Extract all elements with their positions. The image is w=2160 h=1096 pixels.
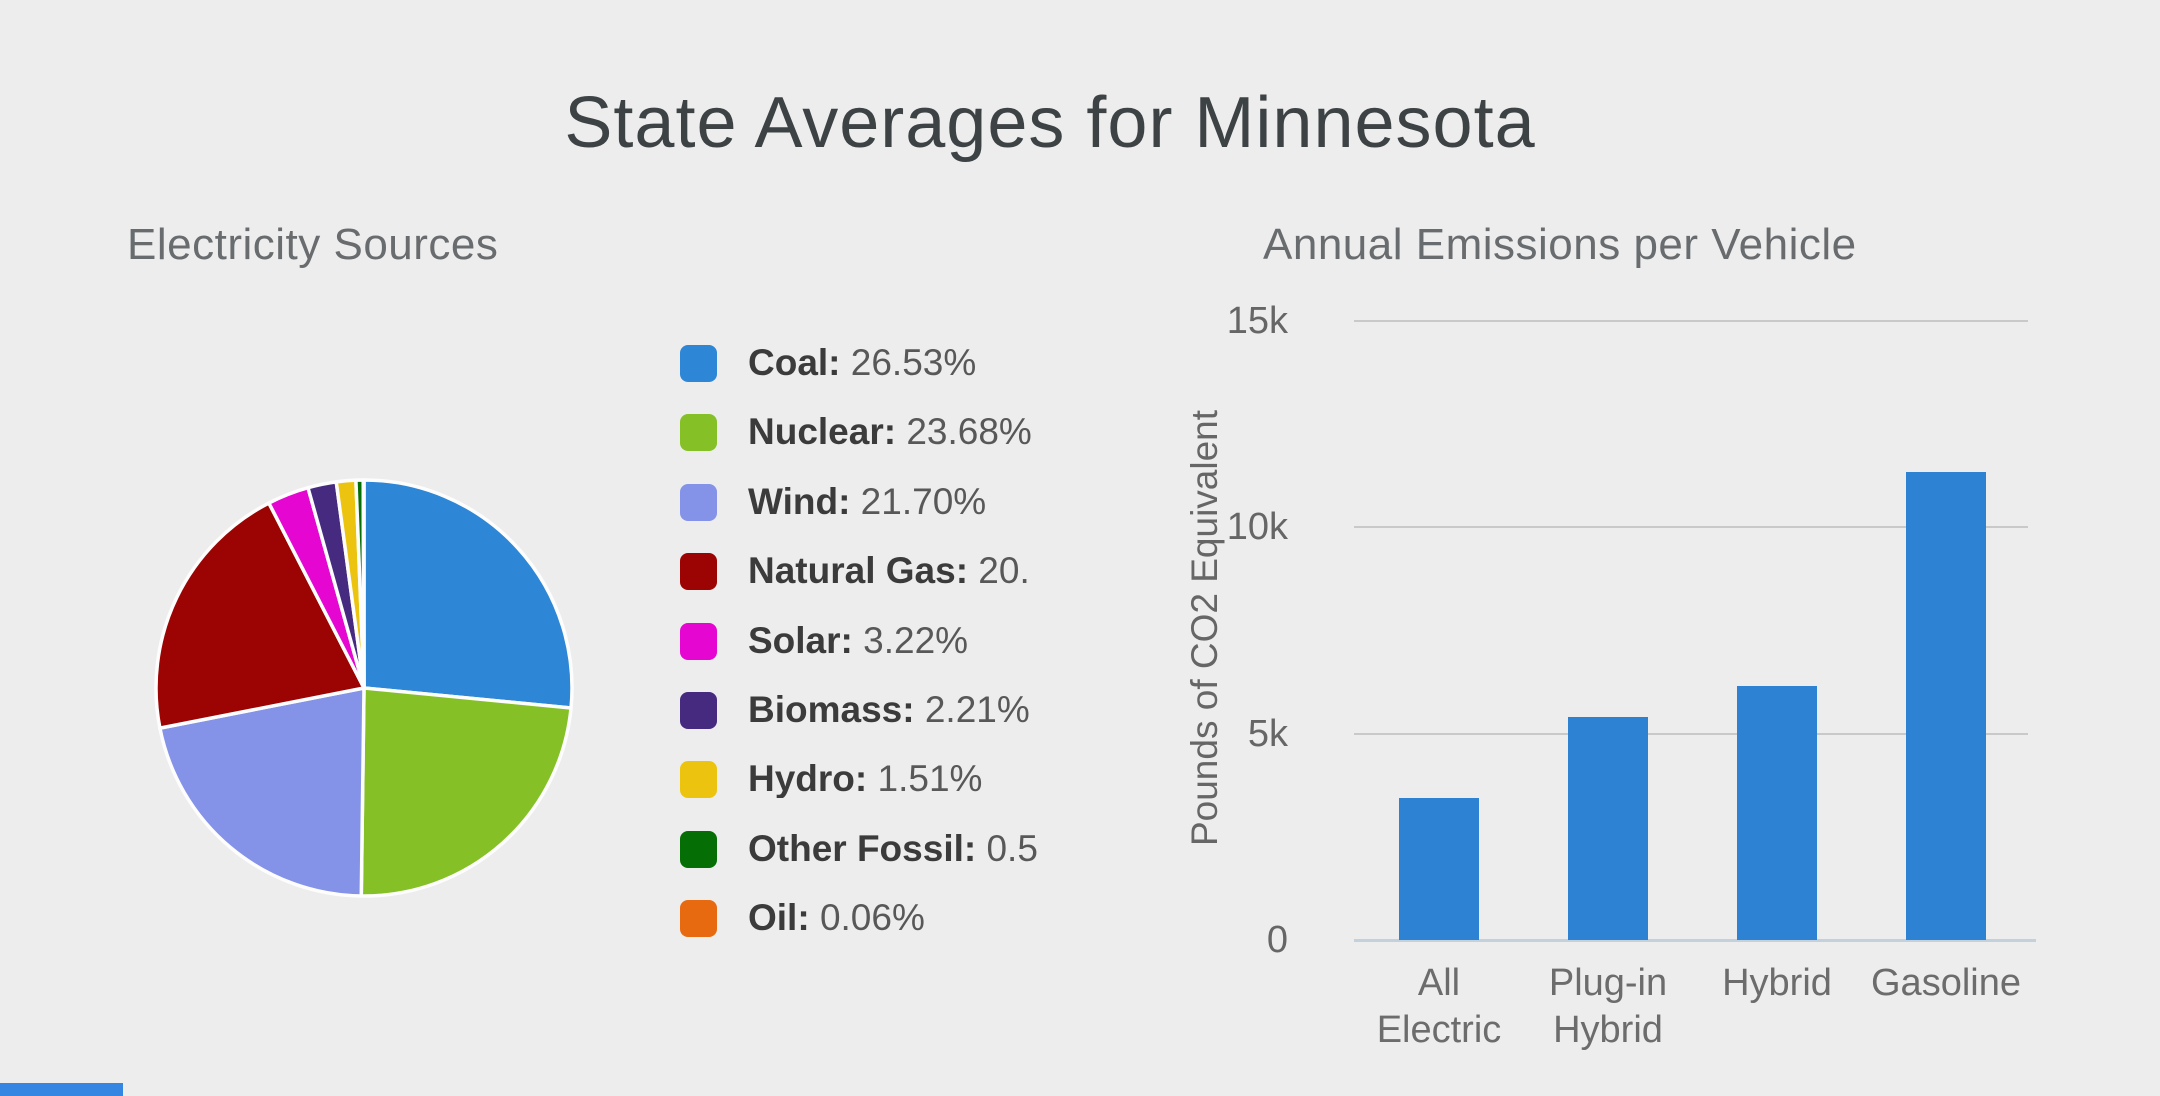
legend-item-wind: Wind: 21.70% [680,483,1104,521]
pie-slice-nuclear [359,686,573,898]
legend-swatch [680,691,717,729]
legend-label: Other Fossil: 0.5 [748,830,1038,868]
legend-label: Solar: 3.22% [748,622,969,660]
pie-slice-coal [362,478,574,710]
gridline-5k [1354,733,2028,735]
x-axis-line [1354,939,2036,942]
pie-slice-natural-gas [154,501,366,730]
legend-item-coal: Coal: 26.53% [680,344,1104,382]
legend-swatch [680,344,717,382]
y-tick-5k: 5k [1247,713,1288,755]
page-title: State Averages for Minnesota [564,83,1536,163]
legend-item-nuclear: Nuclear: 23.68% [680,413,1104,451]
bottom-left-blue-strip [0,1083,123,1096]
legend-label: Coal: 26.53% [748,344,977,382]
pie-chart-title: Electricity Sources [127,220,499,269]
bar-chart-title: Annual Emissions per Vehicle [1263,220,1857,269]
gridline-10k [1354,526,2028,528]
bar-gasoline [1906,472,1986,940]
legend-label: Hydro: 1.51% [748,760,983,798]
pie-svg [154,478,574,898]
x-label-plug-in-hybrid: Plug-in Hybrid [1548,962,1668,1051]
legend-swatch [680,413,717,451]
legend-item-biomass: Biomass: 2.21% [680,691,1104,729]
legend-swatch [680,483,717,521]
legend-swatch [680,622,717,660]
pie-slice-wind [158,686,366,898]
y-tick-10k: 10k [1226,506,1288,548]
legend-swatch [680,760,717,798]
legend-item-hydro: Hydro: 1.51% [680,760,1104,798]
bar-hybrid [1737,686,1817,940]
legend-item-other-fossil: Other Fossil: 0.5 [680,830,1104,868]
legend-label: Wind: 21.70% [748,483,987,521]
y-tick-15k: 15k [1226,300,1288,342]
legend-item-oil: Oil: 0.06% [680,899,1104,937]
legend-swatch [680,899,717,937]
pie-slice-oil [361,478,366,690]
legend-swatch [680,830,717,868]
legend-item-solar: Solar: 3.22% [680,622,1104,660]
pie-legend: Coal: 26.53% Nuclear: 23.68% Wind: 21.70% N… [680,344,1104,1014]
bar-plug-in-hybrid [1568,717,1648,940]
y-tick-0: 0 [1266,919,1288,961]
gridline-15k [1354,320,2028,322]
legend-swatch [680,552,717,590]
legend-label: Oil: 0.06% [748,899,925,937]
x-label-hybrid: Hybrid [1722,962,1832,1004]
electricity-sources-pie-chart [152,476,576,900]
x-label-gasoline: Gasoline [1871,962,2021,1004]
legend-label: Biomass: 2.21% [748,691,1030,729]
legend-item-natural-gas: Natural Gas: 20. [680,552,1104,590]
bar-all-electric [1399,798,1479,940]
x-label-all-electric: All Electric [1376,962,1502,1051]
legend-label: Nuclear: 23.68% [748,413,1032,451]
legend-label: Natural Gas: 20. [748,552,1030,590]
